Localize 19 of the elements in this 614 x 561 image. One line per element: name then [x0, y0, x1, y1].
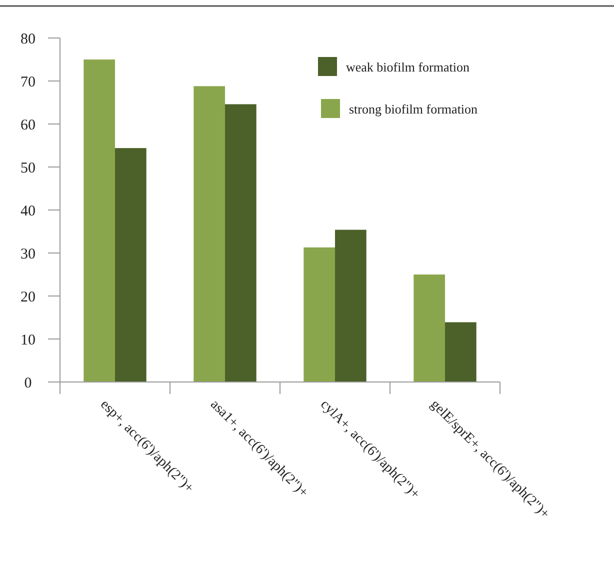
- y-tick-label: 10: [20, 332, 36, 348]
- bar: [194, 86, 225, 382]
- y-tick-label: 50: [20, 160, 36, 176]
- y-tick-label: 40: [20, 203, 36, 220]
- y-tick-label: 70: [20, 74, 36, 90]
- bar: [304, 247, 335, 382]
- bar: [84, 60, 115, 382]
- bar: [414, 274, 445, 382]
- y-tick-label: 80: [20, 31, 36, 48]
- bar: [445, 322, 476, 382]
- y-tick-label: 20: [20, 289, 36, 306]
- y-tick-label: 30: [20, 246, 36, 262]
- y-tick-label: 60: [20, 117, 36, 134]
- bar: [225, 104, 256, 382]
- legend-label: strong biofilm formation: [349, 102, 478, 117]
- y-tick-label: 0: [24, 375, 32, 392]
- bar: [115, 148, 146, 382]
- legend-label: weak biofilm formation: [346, 60, 470, 75]
- bar: [335, 230, 366, 382]
